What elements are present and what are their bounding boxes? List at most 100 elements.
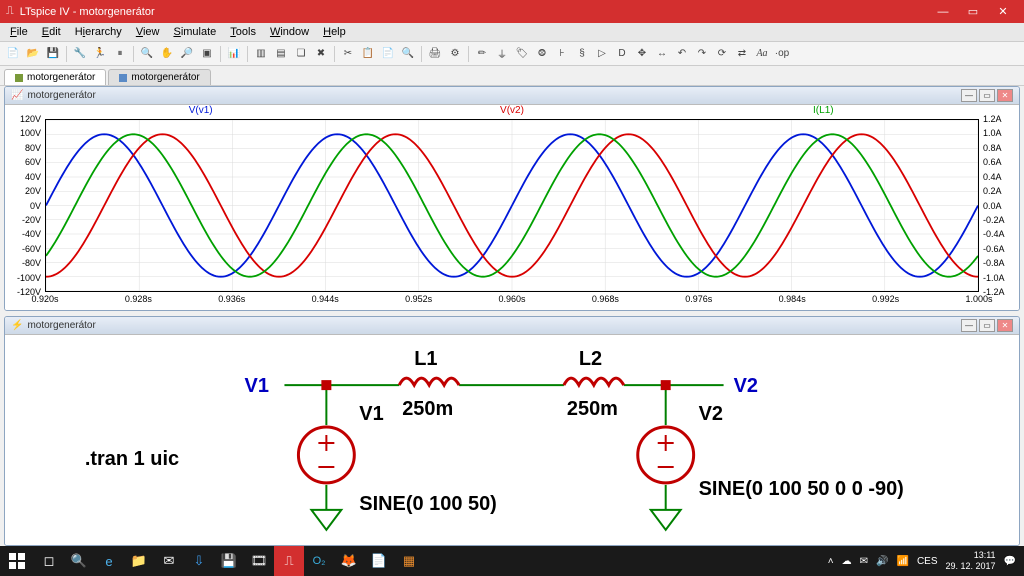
tray-volume-icon[interactable]: 🔊 [876, 556, 888, 567]
tray-notifications-icon[interactable]: 💬 [1004, 556, 1016, 567]
window-title-bar: ⎍ LTspice IV - motorgenerátor — ▭ ✕ [0, 0, 1024, 23]
taskbar-clock[interactable]: 13:11 29. 12. 2017 [946, 550, 996, 572]
pan-icon[interactable]: ✋ [158, 45, 176, 63]
tray-cloud-icon[interactable]: ☁ [842, 556, 852, 567]
sub-maximize-button[interactable]: ▭ [979, 319, 995, 332]
copy-icon[interactable]: 📋 [359, 45, 377, 63]
waveform-title-bar[interactable]: 📈 motorgenerátor — ▭ ✕ [5, 87, 1019, 105]
schematic-title: motorgenerátor [27, 320, 959, 331]
control-panel-icon[interactable]: 🔧 [71, 45, 89, 63]
tray-mail-icon[interactable]: ✉ [860, 556, 868, 567]
firefox-icon[interactable]: 🦊 [334, 546, 364, 576]
tray-chevron-icon[interactable]: ˄ [828, 556, 834, 567]
net-label-v1: V1 [245, 375, 269, 397]
save-app-icon[interactable]: 💾 [214, 546, 244, 576]
mail-icon[interactable]: ✉ [154, 546, 184, 576]
cut-icon[interactable]: ✂ [339, 45, 357, 63]
autorange-icon[interactable]: 📊 [225, 45, 243, 63]
component-value-l1: 250m [402, 398, 453, 420]
pdf-icon[interactable]: 📄 [364, 546, 394, 576]
tray-network-icon[interactable]: 📶 [896, 556, 908, 567]
mirror-icon[interactable]: ⇄ [733, 45, 751, 63]
start-button[interactable] [0, 546, 34, 576]
minimize-button[interactable]: — [928, 0, 958, 23]
drag-icon[interactable]: ↔ [653, 45, 671, 63]
cascade-icon[interactable]: ❏ [292, 45, 310, 63]
zoom-fit-icon[interactable]: ▣ [198, 45, 216, 63]
maximize-button[interactable]: ▭ [958, 0, 988, 23]
menu-bar: File Edit Hierarchy View Simulate Tools … [0, 23, 1024, 42]
zoom-out-icon[interactable]: 🔎 [178, 45, 196, 63]
halt-icon[interactable]: ⏸ [111, 45, 129, 63]
inductor-icon[interactable]: § [573, 45, 591, 63]
menu-simulate[interactable]: Simulate [167, 26, 222, 38]
sub-close-button[interactable]: ✕ [997, 319, 1013, 332]
o2-icon[interactable]: O₂ [304, 546, 334, 576]
component-icon[interactable]: D [613, 45, 631, 63]
close-all-icon[interactable]: ✖ [312, 45, 330, 63]
sub-close-button[interactable]: ✕ [997, 89, 1013, 102]
search-icon[interactable]: 🔍 [64, 546, 94, 576]
menu-hierarchy[interactable]: Hierarchy [69, 26, 128, 38]
dropbox-icon[interactable]: ⇩ [184, 546, 214, 576]
tile-horiz-icon[interactable]: ▤ [272, 45, 290, 63]
print-setup-icon[interactable]: ⚙ [446, 45, 464, 63]
tab-schematic[interactable]: motorgenerátor [4, 69, 106, 85]
text-icon[interactable]: Aa [753, 45, 771, 63]
explorer-icon[interactable]: 📁 [124, 546, 154, 576]
new-schematic-icon[interactable]: 📄 [4, 45, 22, 63]
spice-directive-icon[interactable]: ·op [773, 45, 791, 63]
waveform-window: 📈 motorgenerátor — ▭ ✕ V(v1) V(v2) I(L1)… [4, 86, 1020, 311]
menu-tools[interactable]: Tools [224, 26, 262, 38]
plot-area[interactable]: V(v1) V(v2) I(L1) 120V100V80V60V40V20V0V… [5, 105, 1019, 310]
clock-date: 29. 12. 2017 [946, 561, 996, 572]
component-value-l2: 250m [567, 398, 618, 420]
trace-label-v1[interactable]: V(v1) [45, 105, 356, 119]
waveform-title: motorgenerátor [27, 90, 959, 101]
schematic-title-bar[interactable]: ⚡ motorgenerátor — ▭ ✕ [5, 317, 1019, 335]
print-icon[interactable]: 🖨 [426, 45, 444, 63]
tile-vert-icon[interactable]: ▥ [252, 45, 270, 63]
plot-canvas[interactable] [45, 119, 979, 292]
resistor-icon[interactable]: ⨷ [533, 45, 551, 63]
window-title: LTspice IV - motorgenerátor [20, 6, 928, 18]
open-icon[interactable]: 📂 [24, 45, 42, 63]
sub-minimize-button[interactable]: — [961, 89, 977, 102]
document-tabs: motorgenerátor motorgenerátor [0, 66, 1024, 86]
sub-maximize-button[interactable]: ▭ [979, 89, 995, 102]
undo-icon[interactable]: ↶ [673, 45, 691, 63]
menu-edit[interactable]: Edit [36, 26, 67, 38]
paste-icon[interactable]: 📄 [379, 45, 397, 63]
trace-label-il1[interactable]: I(L1) [668, 105, 979, 119]
menu-file[interactable]: File [4, 26, 34, 38]
draw-wire-icon[interactable]: ✏ [473, 45, 491, 63]
trace-label-v2[interactable]: V(v2) [356, 105, 667, 119]
move-icon[interactable]: ✥ [633, 45, 651, 63]
close-button[interactable]: ✕ [988, 0, 1018, 23]
menu-help[interactable]: Help [317, 26, 352, 38]
rotate-icon[interactable]: ⟳ [713, 45, 731, 63]
menu-view[interactable]: View [130, 26, 166, 38]
schematic-canvas[interactable]: V1 V2 V1 V2 L1 L2 250m 250m SINE(0 100 5… [5, 335, 1019, 545]
edge-icon[interactable]: e [94, 546, 124, 576]
ltspice-icon[interactable]: ⎍ [274, 546, 304, 576]
app-icon[interactable]: ▦ [394, 546, 424, 576]
menu-window[interactable]: Window [264, 26, 315, 38]
capacitor-icon[interactable]: ⊦ [553, 45, 571, 63]
media-icon[interactable]: 🎞 [244, 546, 274, 576]
ground-icon[interactable]: ⏚ [493, 45, 511, 63]
task-view-icon[interactable]: ◻ [34, 546, 64, 576]
redo-icon[interactable]: ↷ [693, 45, 711, 63]
label-net-icon[interactable]: 🏷 [513, 45, 531, 63]
tray-lang[interactable]: CES [917, 556, 938, 567]
diode-icon[interactable]: ▷ [593, 45, 611, 63]
sub-minimize-button[interactable]: — [961, 319, 977, 332]
save-icon[interactable]: 💾 [44, 45, 62, 63]
zoom-in-icon[interactable]: 🔍 [138, 45, 156, 63]
find-icon[interactable]: 🔍 [399, 45, 417, 63]
tab-label: motorgenerátor [131, 72, 199, 83]
spice-directive: .tran 1 uic [85, 448, 179, 470]
net-label-v2: V2 [734, 375, 758, 397]
tab-waveform[interactable]: motorgenerátor [108, 69, 210, 85]
run-icon[interactable]: 🏃 [91, 45, 109, 63]
